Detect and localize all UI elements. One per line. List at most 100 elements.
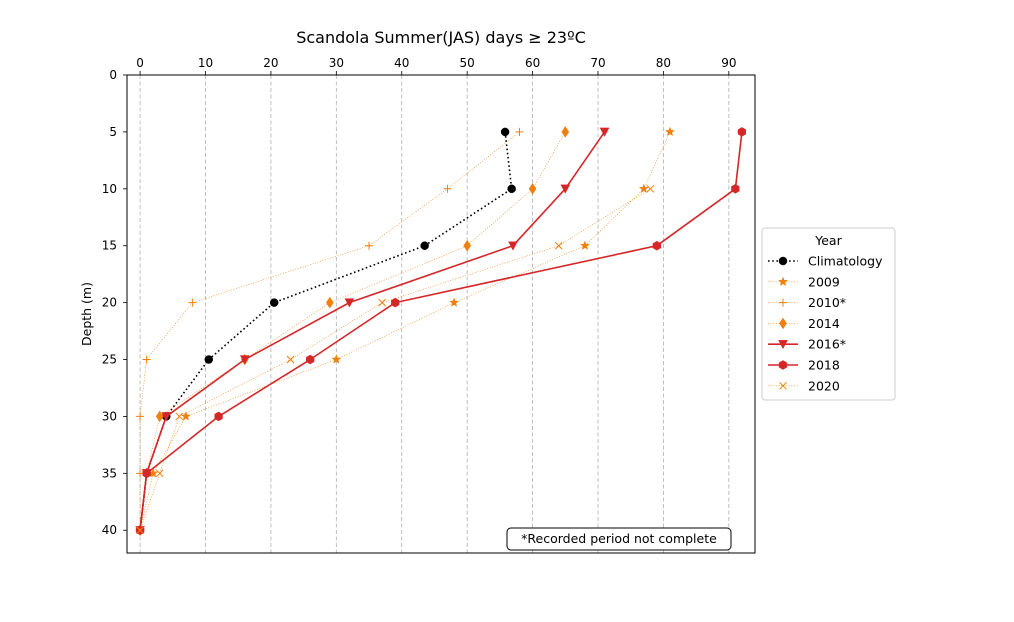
series-2020: [136, 184, 655, 535]
legend-label: 2016*: [808, 337, 846, 352]
series-line: [139, 131, 566, 531]
data-point: [344, 298, 355, 308]
data-point: [142, 468, 151, 479]
data-point: [449, 297, 459, 307]
data-point: [652, 240, 662, 251]
x-tick-label: 0: [136, 56, 144, 70]
annotation-frame: [506, 527, 732, 551]
data-point: [136, 526, 144, 535]
y-axis-title: Depth (m): [79, 282, 94, 346]
legend: Year Climatology 2009 2010* 2014 2016* 2018 20…: [761, 227, 896, 401]
data-point: [391, 297, 400, 308]
data-point: [646, 184, 655, 193]
data-point: [365, 241, 374, 250]
legend-marker: [779, 317, 787, 330]
data-point: [507, 184, 516, 194]
y-tick-label: 40: [102, 523, 117, 537]
legend-marker: [778, 360, 788, 370]
data-point: [155, 469, 164, 478]
legend-item-2020: 2020: [768, 378, 840, 393]
data-point: [378, 298, 386, 307]
data-point: [580, 240, 590, 250]
data-point: [443, 184, 452, 193]
data-point: [737, 127, 747, 137]
y-tick-label: 10: [102, 182, 117, 196]
y-tick-label: 20: [102, 296, 117, 310]
x-tick-label: 60: [525, 56, 540, 70]
annotation-text: *Recorded period not complete: [521, 531, 717, 546]
legend-marker: [778, 276, 788, 286]
x-tick-label: 90: [721, 56, 736, 70]
data-point: [554, 241, 563, 250]
legend-item-2016: 2016*: [768, 337, 846, 352]
data-point: [142, 355, 151, 364]
y-tick-label: 0: [109, 68, 117, 82]
x-tick-label: 10: [198, 56, 213, 70]
data-point: [155, 410, 164, 423]
legend-frame: [761, 227, 896, 401]
series-line: [139, 131, 671, 531]
data-point: [331, 354, 342, 364]
legend-marker: [778, 340, 788, 350]
data-point: [180, 411, 191, 421]
data-point: [214, 411, 223, 422]
legend-label: 2018: [808, 358, 840, 373]
data-point: [528, 182, 537, 195]
legend-label: 2014: [808, 316, 840, 331]
data-point: [599, 127, 610, 137]
data-point: [420, 241, 429, 250]
x-tick-label: 70: [590, 56, 605, 70]
x-tick-label: 50: [460, 56, 475, 70]
series-line: [139, 131, 606, 531]
data-point: [239, 355, 250, 365]
x-tick-label: 80: [656, 56, 671, 70]
data-point: [561, 126, 570, 138]
y-tick-label: 30: [102, 409, 117, 423]
series-2018: [135, 127, 747, 536]
data-point: [325, 296, 334, 309]
data-point: [269, 298, 279, 307]
data-point: [175, 412, 184, 421]
legend-marker: [778, 256, 788, 266]
x-axis-ticks: 0 10 20 30 40 50 60 70 80 90: [136, 56, 736, 75]
data-point: [161, 412, 172, 422]
series-line: [139, 131, 743, 531]
legend-item-climatology: Climatology: [768, 254, 883, 269]
x-tick-label: 30: [329, 56, 344, 70]
x-tick-label: 40: [394, 56, 409, 70]
plot-frame: [126, 74, 756, 554]
x-tick-label: 20: [263, 56, 278, 70]
legend-item-2010: 2010*: [768, 295, 846, 310]
data-point: [188, 298, 197, 307]
grid-lines: [139, 75, 730, 553]
y-tick-label: 5: [109, 125, 117, 139]
legend-label: 2010*: [808, 295, 846, 310]
data-point: [515, 127, 524, 136]
legend-label: 2020: [808, 378, 840, 393]
legend-item-2014: 2014: [768, 316, 840, 331]
data-point: [560, 184, 571, 194]
data-point: [638, 183, 649, 193]
legend-title: Year: [814, 233, 842, 248]
data-point: [731, 184, 740, 194]
series-layer: [135, 126, 747, 537]
data-point: [508, 241, 518, 251]
data-point: [286, 355, 295, 364]
legend-entries: Climatology 2009 2010* 2014 2016* 2018 2020: [768, 254, 883, 393]
legend-marker: [779, 381, 787, 390]
y-tick-label: 15: [102, 239, 117, 253]
series-line: [139, 131, 520, 531]
legend-label: 2009: [808, 274, 840, 289]
legend-marker: [779, 298, 787, 307]
data-point: [665, 126, 675, 137]
data-point: [136, 412, 145, 421]
y-tick-label: 25: [102, 353, 117, 367]
legend-item-2018: 2018: [768, 358, 840, 373]
legend-item-2009: 2009: [768, 274, 840, 289]
data-point: [463, 239, 472, 252]
data-point: [204, 355, 214, 364]
y-tick-label: 35: [102, 466, 117, 480]
data-point: [306, 354, 315, 365]
legend-label: Climatology: [808, 254, 883, 269]
